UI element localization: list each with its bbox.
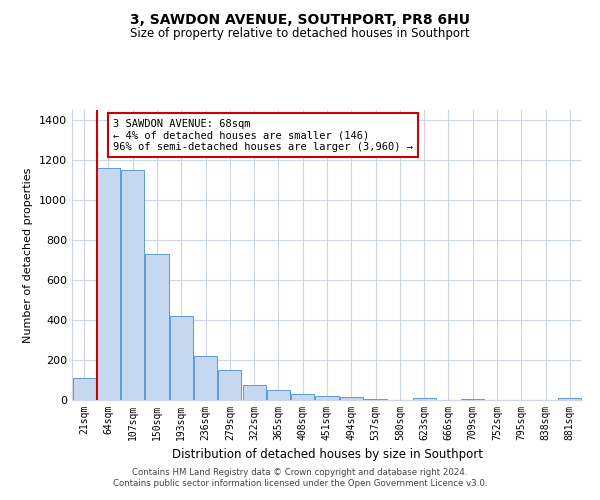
Bar xyxy=(73,378,95,400)
Bar xyxy=(413,398,436,400)
Bar xyxy=(559,398,581,400)
Bar xyxy=(242,385,266,400)
Text: Contains HM Land Registry data © Crown copyright and database right 2024.
Contai: Contains HM Land Registry data © Crown c… xyxy=(113,468,487,487)
Y-axis label: Number of detached properties: Number of detached properties xyxy=(23,168,34,342)
Bar xyxy=(316,396,338,400)
Text: 3 SAWDON AVENUE: 68sqm
← 4% of detached houses are smaller (146)
96% of semi-det: 3 SAWDON AVENUE: 68sqm ← 4% of detached … xyxy=(113,118,413,152)
Bar xyxy=(364,399,387,400)
Bar xyxy=(121,170,144,400)
Bar xyxy=(461,399,484,400)
Text: Size of property relative to detached houses in Southport: Size of property relative to detached ho… xyxy=(130,28,470,40)
Bar xyxy=(267,390,290,400)
Bar xyxy=(170,316,193,400)
X-axis label: Distribution of detached houses by size in Southport: Distribution of detached houses by size … xyxy=(172,448,482,462)
Bar xyxy=(194,356,217,400)
Bar xyxy=(291,394,314,400)
Bar xyxy=(218,370,241,400)
Bar xyxy=(145,254,169,400)
Bar xyxy=(97,168,120,400)
Text: 3, SAWDON AVENUE, SOUTHPORT, PR8 6HU: 3, SAWDON AVENUE, SOUTHPORT, PR8 6HU xyxy=(130,12,470,26)
Bar xyxy=(340,397,363,400)
